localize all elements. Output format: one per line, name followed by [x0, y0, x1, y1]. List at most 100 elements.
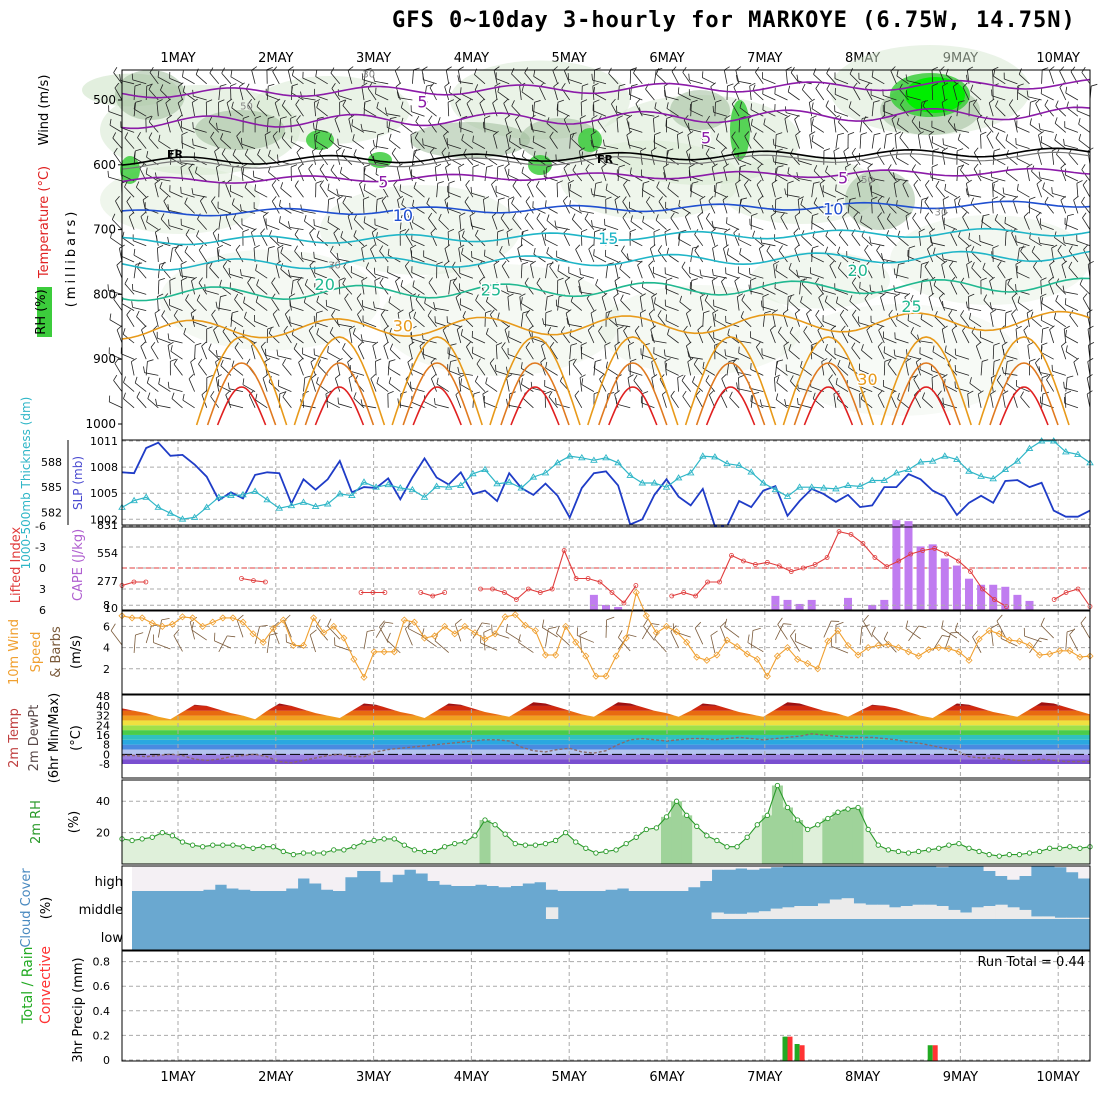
wind-barb: [136, 316, 147, 328]
wind-unit-label: (m/s): [69, 635, 84, 669]
wind-barb: [311, 378, 316, 392]
cloud-middle: [936, 906, 949, 919]
cloud-high-clear: [486, 866, 500, 886]
wind-barb: [776, 132, 783, 136]
wind-barb: [597, 120, 607, 133]
wind-barb: [684, 216, 692, 230]
wind-barb: [712, 309, 719, 314]
wind-barb: [455, 394, 462, 408]
rh-point: [552, 837, 559, 844]
wind-barb: [377, 132, 385, 136]
wind-barb: [789, 326, 794, 333]
wind-barb: [1005, 310, 1012, 314]
wind-barb: [900, 104, 909, 117]
wind-barb: [266, 86, 269, 101]
wind-barb: [375, 167, 378, 175]
wind-barb: [525, 314, 534, 328]
wind-barb: [191, 280, 195, 295]
wind-barb: [839, 314, 849, 328]
wind-barb: [137, 132, 141, 138]
wind-barb: [796, 269, 799, 277]
wind-barb: [1030, 311, 1034, 318]
rh-shading: [750, 251, 890, 309]
wind-barb: [208, 343, 212, 350]
wind-barb: [213, 325, 219, 331]
wind-barb: [227, 382, 230, 389]
wind-barb: [315, 70, 318, 77]
wind-barb: [351, 119, 354, 126]
wind-barb: [1006, 172, 1018, 182]
wind-barb: [225, 390, 231, 396]
wind-barb: [834, 289, 849, 295]
wind-barb: [727, 254, 740, 263]
wind-barb: [298, 362, 304, 376]
wind-barb: [191, 276, 197, 282]
wind-barb: [152, 329, 159, 344]
wind-barb: [304, 284, 316, 295]
cloud-high-clear: [1066, 866, 1079, 873]
wind-barb: [109, 313, 112, 320]
wind-barb: [990, 312, 994, 327]
precip-tick: 0.6: [93, 980, 111, 993]
wind-barb: [342, 197, 347, 203]
wind-barb: [363, 102, 366, 110]
wind-barb: [657, 310, 662, 316]
wind-barb: [428, 277, 433, 283]
wind-barb: [216, 248, 220, 263]
wind-barb: [907, 320, 921, 328]
wind-barb: [257, 148, 261, 155]
wind-barb: [931, 85, 934, 101]
wind-barb: [1067, 213, 1074, 217]
wind-barb: [315, 76, 328, 85]
wind-barb: [1065, 329, 1067, 337]
wind-barb: [750, 109, 764, 117]
wind-barb: [825, 349, 837, 360]
wind-barb: [667, 187, 679, 198]
lifted-index-point: [872, 555, 878, 560]
wind-barb: [428, 218, 437, 230]
wind-barb: [136, 310, 140, 317]
wind-barb: [614, 341, 621, 346]
wind-barb: [982, 359, 989, 362]
wind-barb: [663, 349, 666, 356]
thickness-point: [420, 493, 429, 500]
wind-barb: [942, 301, 944, 308]
wind-barb: [925, 180, 930, 186]
wind-barb: [1066, 107, 1079, 117]
wind-barb: [168, 339, 183, 344]
wind-barb: [1020, 391, 1024, 398]
wind-barb: [154, 183, 159, 198]
wind-barb: [759, 244, 765, 249]
wind-barb: [870, 242, 885, 247]
wind-barb: [683, 330, 692, 344]
wind-barb: [859, 369, 873, 376]
wind-barb: [797, 196, 804, 200]
cloud-high-clear: [1054, 866, 1067, 868]
wind-barb: [670, 631, 679, 648]
wind-barb: [723, 163, 729, 168]
wind-barb: [775, 134, 777, 149]
wind-barb: [1038, 366, 1041, 373]
temperature-contour: [412, 386, 462, 426]
wind-barb: [133, 108, 147, 117]
wind-barb: [983, 121, 994, 133]
wind-barb: [167, 345, 171, 360]
wind-barb: [254, 115, 262, 119]
wind-barb: [447, 370, 461, 376]
wind-barb: [507, 199, 510, 214]
wind-barb: [1035, 362, 1042, 376]
wind-barb: [999, 329, 1006, 344]
cloud-high-clear: [510, 866, 523, 886]
wind-barb: [268, 230, 273, 237]
wind-barb: [466, 98, 472, 104]
cape-tick: 277: [97, 575, 118, 588]
wind-barb: [363, 216, 366, 223]
wind-axis-label: Wind (m/s): [37, 75, 52, 146]
thickness-point: [372, 483, 380, 490]
wind-barb: [941, 620, 944, 629]
wind-barb: [996, 620, 1006, 638]
wind-barb: [593, 255, 607, 263]
wind-barb: [217, 244, 224, 249]
wind-barb: [904, 293, 911, 298]
wind-barb: [905, 90, 908, 97]
